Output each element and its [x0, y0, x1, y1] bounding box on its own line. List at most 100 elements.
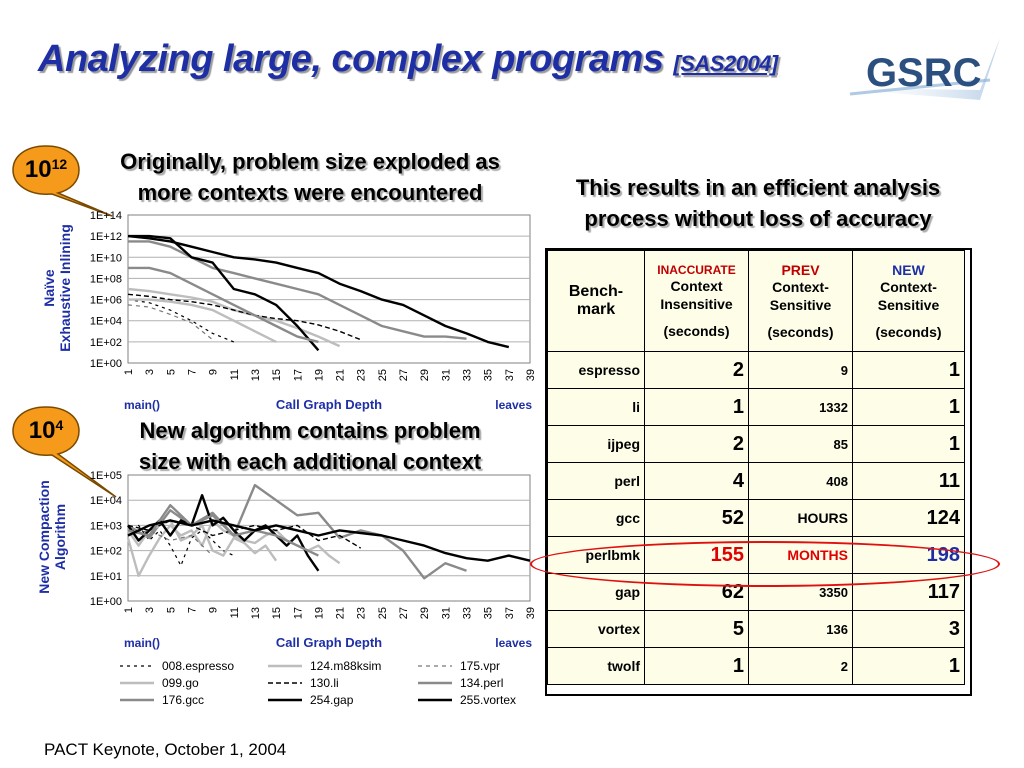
- cell-benchmark: perl: [547, 462, 645, 500]
- chart1-series-175-vpr: [127, 304, 213, 341]
- chart1-series-176-gcc: [128, 240, 467, 340]
- chart2-xtick-label: 35: [483, 607, 495, 619]
- cell-prev-sensitive: 2: [748, 647, 853, 685]
- results-table: Bench-mark INACCURATE Context Insensitiv…: [547, 250, 965, 685]
- top-callout-line1: Originally, problem size exploded as: [120, 149, 500, 174]
- slide-title: Analyzing large, complex programs [SAS20…: [38, 38, 778, 81]
- chart1-series-255-vortex: [127, 234, 510, 349]
- chart2-xtick-label: 29: [419, 607, 431, 619]
- chart2-xtick-label: 9: [208, 607, 220, 613]
- mid-callout-line1: New algorithm contains problem: [139, 418, 481, 443]
- legend-label: 099.go: [162, 676, 199, 690]
- chart1-xtick-label: 39: [525, 369, 537, 381]
- cell-new-sensitive: 1: [852, 425, 965, 463]
- cell-new-sensitive: 3: [852, 610, 965, 648]
- chart1-ytick-label: 1E+06: [90, 295, 122, 307]
- chart2-series-255-vortex: [127, 519, 531, 562]
- cell-new-sensitive: 1: [852, 647, 965, 685]
- mid-callout: New algorithm contains problem size with…: [100, 415, 520, 477]
- cell-prev-sensitive: 408: [748, 462, 853, 500]
- chart1-series-254-gap: [128, 234, 320, 352]
- header-prev-context-sensitive: PREV Context- Sensitive (seconds): [748, 250, 853, 352]
- chart1-series-134-perl: [128, 266, 319, 344]
- slide-title-main: Analyzing large, complex programs: [38, 38, 664, 80]
- chart2-series-176-gcc: [127, 483, 467, 580]
- chart2-xtick-label: 31: [440, 607, 452, 619]
- chart1-xtick-label: 31: [440, 369, 452, 381]
- legend-label: 255.vortex: [460, 693, 516, 707]
- chart2-ytick-label: 1E+05: [90, 470, 122, 482]
- badge-mid-base: 10: [28, 417, 56, 444]
- legend-label: 175.vpr: [460, 659, 500, 673]
- chart2-xlabel: Call Graph Depth: [276, 635, 382, 650]
- legend-label: 124.m88ksim: [310, 659, 381, 673]
- cell-prev-sensitive: 136: [748, 610, 853, 648]
- chart1-xtick-label: 37: [504, 369, 516, 381]
- table-row: gcc 52 HOURS 124: [547, 499, 965, 537]
- chart1-ytick-label: 1E+02: [90, 337, 122, 349]
- chart2-plot-area: [127, 474, 531, 602]
- chart1-ytick-label: 1E+10: [90, 252, 122, 264]
- chart1-ylabel-line1: Naïve: [41, 269, 57, 307]
- cell-context-insensitive: 1: [644, 647, 749, 685]
- table-row: vortex 5 136 3: [547, 610, 965, 648]
- chart1-xtick-label: 23: [356, 369, 368, 381]
- header-context-insensitive: INACCURATE Context Insensitive (seconds): [644, 250, 749, 352]
- chart2-xlabel-right: leaves: [495, 636, 532, 650]
- table-row: li 1 1332 1: [547, 388, 965, 426]
- chart1-series-130-li: [127, 293, 361, 341]
- cell-prev-sensitive: 1332: [748, 388, 853, 426]
- chart1-xtick-label: 25: [377, 369, 389, 381]
- cell-context-insensitive: 4: [644, 462, 749, 500]
- chart1-series-124-m88ksim: [128, 298, 277, 343]
- cell-new-sensitive: 1: [852, 351, 965, 389]
- cell-benchmark: vortex: [547, 610, 645, 648]
- right-callout: This results in an efficient analysis pr…: [548, 172, 968, 234]
- cell-context-insensitive: 52: [644, 499, 749, 537]
- chart1-xtick-label: 33: [462, 369, 474, 381]
- chart2-ytick-label: 1E+04: [90, 495, 122, 507]
- chart1-xtick-label: 11: [229, 369, 241, 380]
- gsrc-logo: GSRC: [830, 38, 1000, 100]
- chart2-ytick-label: 1E+03: [90, 520, 122, 532]
- badge-shape-icon: [12, 406, 117, 498]
- table-body: espresso 2 9 1 li 1 1332 1 ijpeg 2 85 1 perl 4 408 11 gc…: [547, 351, 965, 685]
- chart2-xtick-label: 19: [313, 607, 325, 619]
- legend-label: 176.gcc: [162, 693, 204, 707]
- badge-mid-exp: 4: [55, 417, 64, 433]
- chart2-ytick-label: 1E+02: [90, 546, 122, 558]
- chart1-xlabel: Call Graph Depth: [276, 397, 382, 412]
- chart1-xlabel-right: leaves: [495, 398, 532, 412]
- chart2-xlabel-left: main(): [124, 636, 160, 650]
- chart1-xlabel-left: main(): [124, 398, 160, 412]
- chart2-ylabel-line2: Algorithm: [52, 503, 68, 571]
- top-callout: Originally, problem size exploded as mor…: [100, 146, 520, 208]
- chart1-ytick-label: 1E+00: [90, 358, 122, 370]
- top-callout-line2: more contexts were encountered: [137, 180, 483, 205]
- chart2-xtick-label: 1: [123, 607, 135, 613]
- chart2-xtick-label: 3: [144, 607, 156, 613]
- chart2-xtick-label: 23: [356, 607, 368, 619]
- header-benchmark: Bench-mark: [547, 250, 645, 352]
- table-row: twolf 1 2 1: [547, 647, 965, 685]
- chart2-ylabel: New Compaction Algorithm: [36, 452, 70, 622]
- slide-footer: PACT Keynote, October 1, 2004: [44, 740, 287, 759]
- legend-label: 254.gap: [310, 693, 354, 707]
- chart2-xtick-label: 17: [292, 607, 304, 619]
- cell-benchmark: espresso: [547, 351, 645, 389]
- chart2-xtick-label: 33: [462, 607, 474, 619]
- chart1-xtick-label: 9: [208, 369, 220, 375]
- cell-benchmark: li: [547, 388, 645, 426]
- chart1-xtick-label: 17: [292, 369, 304, 381]
- chart1-xtick-label: 7: [186, 369, 198, 375]
- cell-prev-sensitive: 9: [748, 351, 853, 389]
- header-new-context-sensitive: NEW Context- Sensitive (seconds): [852, 250, 965, 352]
- table-header-row: Bench-mark INACCURATE Context Insensitiv…: [547, 250, 965, 352]
- chart1-xtick-label: 35: [483, 369, 495, 381]
- chart1-ytick-label: 1E+04: [90, 316, 122, 328]
- cell-context-insensitive: 2: [644, 351, 749, 389]
- chart1-xtick-label: 13: [250, 369, 262, 381]
- chart1-xtick-label: 15: [271, 369, 283, 381]
- chart1-xtick-label: 21: [335, 369, 347, 381]
